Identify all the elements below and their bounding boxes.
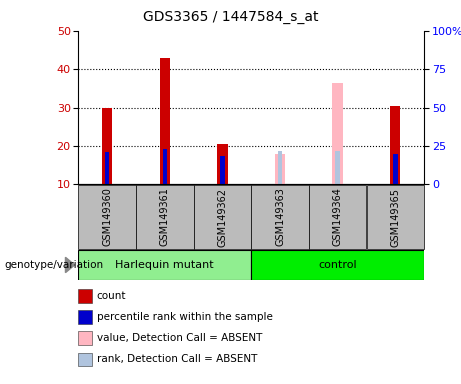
Text: GSM149363: GSM149363 bbox=[275, 188, 285, 247]
Bar bbox=[278, 151, 282, 184]
Bar bbox=[220, 156, 225, 184]
FancyBboxPatch shape bbox=[78, 250, 251, 280]
FancyBboxPatch shape bbox=[366, 185, 424, 249]
Text: Harlequin mutant: Harlequin mutant bbox=[116, 260, 214, 270]
Text: percentile rank within the sample: percentile rank within the sample bbox=[97, 312, 273, 322]
Text: GSM149361: GSM149361 bbox=[160, 188, 170, 247]
Text: GSM149365: GSM149365 bbox=[390, 188, 400, 247]
Bar bbox=[393, 154, 397, 184]
FancyBboxPatch shape bbox=[136, 185, 194, 249]
Text: GSM149362: GSM149362 bbox=[218, 188, 227, 247]
Bar bbox=[332, 83, 343, 184]
FancyBboxPatch shape bbox=[309, 185, 366, 249]
Text: GDS3365 / 1447584_s_at: GDS3365 / 1447584_s_at bbox=[143, 10, 318, 23]
Text: GSM149364: GSM149364 bbox=[333, 188, 343, 247]
Text: value, Detection Call = ABSENT: value, Detection Call = ABSENT bbox=[97, 333, 262, 343]
Bar bbox=[217, 144, 228, 184]
Polygon shape bbox=[65, 257, 75, 273]
FancyBboxPatch shape bbox=[194, 185, 251, 249]
Bar bbox=[105, 152, 110, 184]
Text: control: control bbox=[319, 260, 357, 270]
Text: genotype/variation: genotype/variation bbox=[5, 260, 104, 270]
Bar bbox=[102, 108, 112, 184]
Bar bbox=[390, 106, 401, 184]
FancyBboxPatch shape bbox=[251, 185, 309, 249]
Text: count: count bbox=[97, 291, 126, 301]
FancyBboxPatch shape bbox=[251, 250, 424, 280]
Bar bbox=[162, 149, 167, 184]
Bar bbox=[275, 154, 285, 184]
Bar bbox=[336, 151, 340, 184]
Text: rank, Detection Call = ABSENT: rank, Detection Call = ABSENT bbox=[97, 354, 257, 364]
Bar bbox=[160, 58, 170, 184]
FancyBboxPatch shape bbox=[78, 185, 136, 249]
Text: GSM149360: GSM149360 bbox=[102, 188, 112, 247]
